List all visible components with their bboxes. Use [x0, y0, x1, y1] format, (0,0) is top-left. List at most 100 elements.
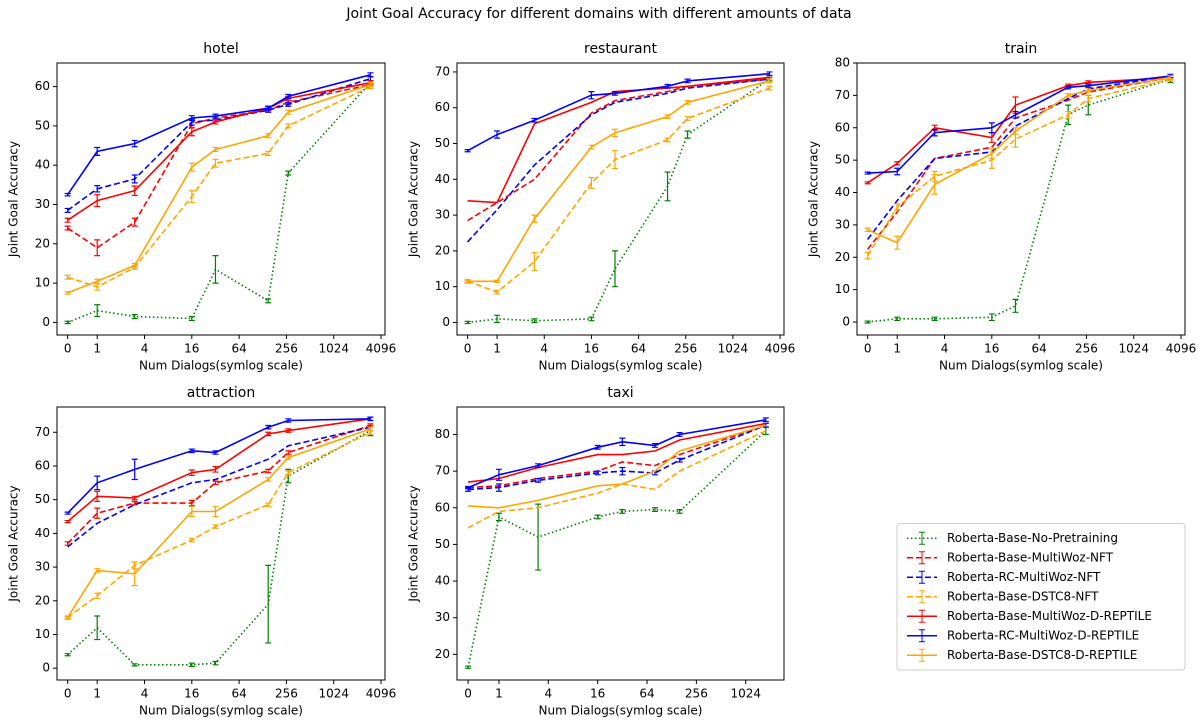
error-bar: [894, 161, 901, 166]
error-bar: [676, 509, 683, 514]
x-tick-label: 4096: [1166, 342, 1197, 356]
series-line: [867, 75, 1171, 174]
error-bar: [531, 117, 538, 123]
x-tick-label: 1024: [318, 687, 349, 701]
error-bar: [894, 316, 901, 322]
series-line: [866, 78, 1171, 257]
error-bar: [1065, 110, 1072, 119]
x-tick-label: 256: [1075, 342, 1098, 356]
error-bar: [265, 468, 272, 474]
error-bar: [212, 466, 219, 473]
x-tick-label: 64: [639, 687, 654, 701]
subplot: hotel Num Dialogs(symlog scale) Joint Goal…: [7, 41, 397, 373]
error-bar: [188, 662, 195, 668]
error-bar: [188, 505, 195, 518]
error-bar: [664, 83, 671, 89]
error-bar: [594, 470, 601, 476]
error-bar: [535, 477, 542, 483]
error-bar: [94, 278, 101, 284]
y-tick-label: 20: [35, 593, 50, 607]
series-line: [866, 76, 1171, 250]
y-tick-label: 40: [35, 158, 50, 172]
error-bar: [285, 418, 292, 423]
y-tick-label: 20: [835, 250, 850, 264]
error-bar: [188, 115, 195, 121]
legend-label: Roberta-RC-MultiWoz-NFT: [947, 570, 1101, 584]
x-tick-label: 4096: [366, 342, 397, 356]
subplot: train Num Dialogs(symlog scale) Joint Goal…: [807, 41, 1197, 373]
series-line: [67, 418, 371, 523]
x-axis-label: Num Dialogs(symlog scale): [939, 359, 1103, 373]
legend-label: Roberta-Base-DSTC8-D-REPTILE: [947, 648, 1137, 662]
error-bar: [64, 653, 71, 657]
y-tick-label: 60: [435, 100, 450, 114]
series-line: [467, 72, 770, 152]
error-bar: [684, 78, 691, 84]
legend-errorbar: [919, 570, 925, 584]
legend-errorbar: [919, 551, 925, 565]
y-tick-label: 30: [435, 208, 450, 222]
x-tick-label: 16: [584, 342, 599, 356]
error-bar: [285, 101, 292, 107]
error-bar: [64, 217, 71, 223]
legend-errorbar: [919, 629, 925, 643]
series-line: [67, 431, 371, 619]
series-line: [67, 429, 371, 666]
error-bar: [94, 304, 101, 318]
error-bar: [588, 144, 595, 150]
error-bar: [188, 162, 195, 172]
error-bar: [131, 313, 138, 320]
x-tick-label: 64: [1031, 342, 1046, 356]
error-bar: [131, 217, 138, 227]
legend: Roberta-Base-No-Pretraining Roberta-Base-…: [896, 523, 1186, 671]
axes-frame: [56, 62, 386, 336]
y-tick-label: 10: [835, 282, 850, 296]
error-bar: [894, 203, 901, 211]
legend-frame: [896, 523, 1186, 671]
x-tick-label: 64: [231, 687, 246, 701]
error-bar: [664, 114, 671, 120]
series-line: [67, 81, 371, 221]
x-tick-label: 4: [941, 342, 949, 356]
y-tick-label: 40: [35, 526, 50, 540]
x-tick-label: 0: [464, 687, 472, 701]
x-tick-label: 64: [231, 342, 246, 356]
error-bar: [465, 485, 472, 490]
error-bar: [594, 514, 601, 520]
subplot: attraction Num Dialogs(symlog scale) Joint…: [7, 385, 397, 718]
y-tick-label: 10: [435, 279, 450, 293]
error-bar: [588, 316, 595, 322]
subplot-title: hotel: [203, 41, 238, 57]
y-tick-label: 50: [435, 537, 450, 551]
error-bar: [265, 424, 272, 430]
error-bar: [1065, 85, 1072, 90]
error-bar: [285, 450, 292, 455]
y-axis-label: Joint Goal Accuracy: [407, 141, 421, 258]
error-bar: [212, 158, 219, 168]
subplot-title: attraction: [187, 385, 255, 401]
error-bar: [94, 568, 101, 573]
error-bar: [265, 502, 272, 508]
error-bar: [265, 564, 272, 644]
error-bar: [1167, 75, 1174, 80]
error-bar: [684, 99, 691, 105]
y-tick-label: 0: [42, 315, 50, 329]
series-line: [467, 78, 770, 243]
error-bar: [94, 239, 101, 257]
error-bar: [94, 615, 101, 641]
error-bar: [864, 251, 871, 260]
series-line: [467, 87, 770, 294]
series-line: [66, 428, 371, 619]
legend-label: Roberta-Base-DSTC8-NFT: [947, 589, 1099, 603]
error-bar: [1065, 93, 1072, 98]
series-line: [867, 78, 1171, 323]
x-tick-label: 0: [864, 342, 872, 356]
y-tick-label: 80: [435, 427, 450, 441]
y-tick-label: 50: [35, 118, 50, 132]
error-bar: [285, 455, 292, 460]
y-tick-label: 0: [842, 315, 850, 329]
legend-label: Roberta-RC-MultiWoz-D-REPTILE: [947, 628, 1139, 642]
x-tick-label: 16: [184, 687, 199, 701]
error-bar: [131, 561, 138, 587]
